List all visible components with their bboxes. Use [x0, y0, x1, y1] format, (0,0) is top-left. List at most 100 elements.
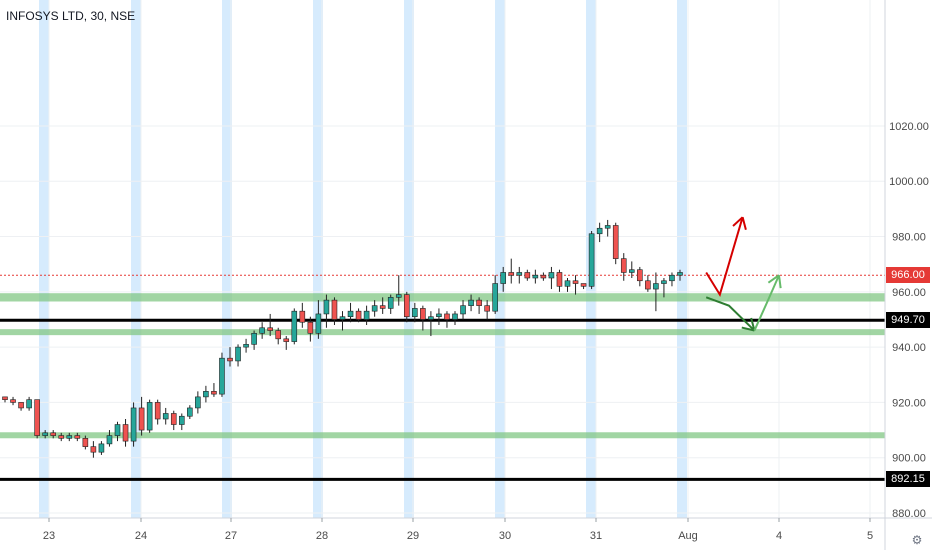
support-lower-price-label: 892.15 — [886, 471, 930, 488]
candle-body — [299, 310, 306, 323]
candle-body — [307, 321, 314, 334]
candle-body — [347, 310, 354, 318]
price-tick-label: 1020.00 — [889, 121, 929, 133]
settings-icon[interactable]: ⚙ — [911, 533, 923, 547]
candle-body — [379, 305, 386, 309]
candle-body — [251, 332, 257, 345]
candle-body — [476, 299, 482, 306]
price-tick-label: 900.00 — [892, 453, 926, 465]
candle-body — [122, 424, 129, 442]
projection-arrow-head — [778, 275, 782, 289]
candle-body — [588, 233, 595, 287]
time-tick-label: 4 — [776, 530, 782, 542]
time-tick-label: 30 — [499, 530, 511, 542]
candle-body — [275, 330, 282, 340]
time-tick-label: 31 — [590, 530, 602, 542]
candle-body — [267, 327, 273, 331]
candle-body — [74, 435, 81, 439]
candle-body — [540, 274, 547, 279]
time-tick-label: 27 — [225, 530, 237, 542]
candle-body — [508, 272, 515, 276]
candle-body — [444, 313, 450, 320]
candle-body — [355, 310, 362, 320]
price-tick-label: 880.00 — [892, 508, 926, 520]
candle-body — [524, 272, 531, 279]
projection-arrow-head — [750, 317, 756, 331]
projection-arrow-head — [741, 216, 747, 231]
candle-body — [428, 316, 434, 320]
price-tick-label: 920.00 — [892, 397, 926, 409]
candle-body — [42, 432, 48, 436]
candle-body — [90, 446, 97, 453]
session-band — [131, 0, 141, 518]
candle-body — [82, 438, 89, 447]
candle-body — [637, 269, 643, 282]
candle-body — [460, 305, 466, 315]
projection-arrow — [705, 296, 756, 332]
candle-body — [556, 272, 563, 287]
candle-body — [106, 435, 113, 445]
candle-body — [18, 402, 24, 409]
candle-body — [661, 280, 667, 284]
candle-body — [653, 283, 659, 290]
candle-body — [26, 399, 32, 409]
candle-body — [291, 310, 298, 342]
candle-body — [395, 294, 402, 298]
candle-body — [371, 305, 378, 312]
candle-body — [564, 280, 571, 287]
support-zone — [0, 432, 885, 439]
candle-body — [178, 415, 185, 425]
candle-body — [243, 344, 249, 348]
candle-body — [468, 299, 474, 306]
candle-body — [412, 308, 418, 318]
candle-body — [154, 402, 161, 420]
candle-body — [339, 316, 346, 320]
time-tick-label: 29 — [407, 530, 419, 542]
support-zone — [0, 293, 885, 302]
session-band — [495, 0, 505, 518]
support-zone — [0, 329, 885, 336]
candle-body — [484, 305, 490, 312]
candle-body — [580, 283, 587, 287]
candle-body — [34, 399, 40, 436]
candle-body — [283, 338, 290, 342]
candle-body — [677, 272, 683, 276]
candle-body — [612, 225, 619, 259]
candle-body — [452, 313, 458, 320]
price-tick-label: 1000.00 — [889, 176, 929, 188]
candle-body — [259, 327, 265, 334]
candle-body — [500, 272, 507, 284]
projection-arrow — [705, 216, 744, 298]
current-price-label: 966.00 — [886, 267, 930, 284]
candle-body — [436, 313, 442, 318]
candle-body — [596, 227, 603, 235]
candle-body — [187, 407, 193, 417]
candle-body — [219, 357, 225, 395]
time-tick-label: 28 — [316, 530, 328, 542]
candle-body — [170, 413, 177, 425]
session-band — [677, 0, 687, 518]
price-tick-label: 980.00 — [892, 232, 926, 244]
candle-body — [203, 391, 209, 398]
projection-arrow — [753, 274, 780, 331]
candle-body — [195, 396, 201, 409]
projection-arrow-head — [732, 216, 744, 227]
chart-title: INFOSYS LTD, 30, NSE — [6, 9, 136, 23]
time-tick-label: 5 — [867, 530, 873, 542]
session-band — [222, 0, 232, 518]
time-tick-label: 24 — [135, 530, 147, 542]
price-tick-label: 960.00 — [892, 287, 926, 299]
candle-body — [387, 297, 394, 309]
candle-body — [604, 225, 611, 229]
candle-body — [211, 391, 217, 395]
candle-body — [572, 280, 579, 284]
candle-body — [628, 269, 635, 273]
candle-body — [146, 402, 153, 431]
session-band — [39, 0, 49, 518]
price-tick-label: 940.00 — [892, 342, 926, 354]
candle-body — [669, 274, 675, 282]
candle-body — [227, 357, 233, 362]
candle-body — [548, 272, 555, 279]
